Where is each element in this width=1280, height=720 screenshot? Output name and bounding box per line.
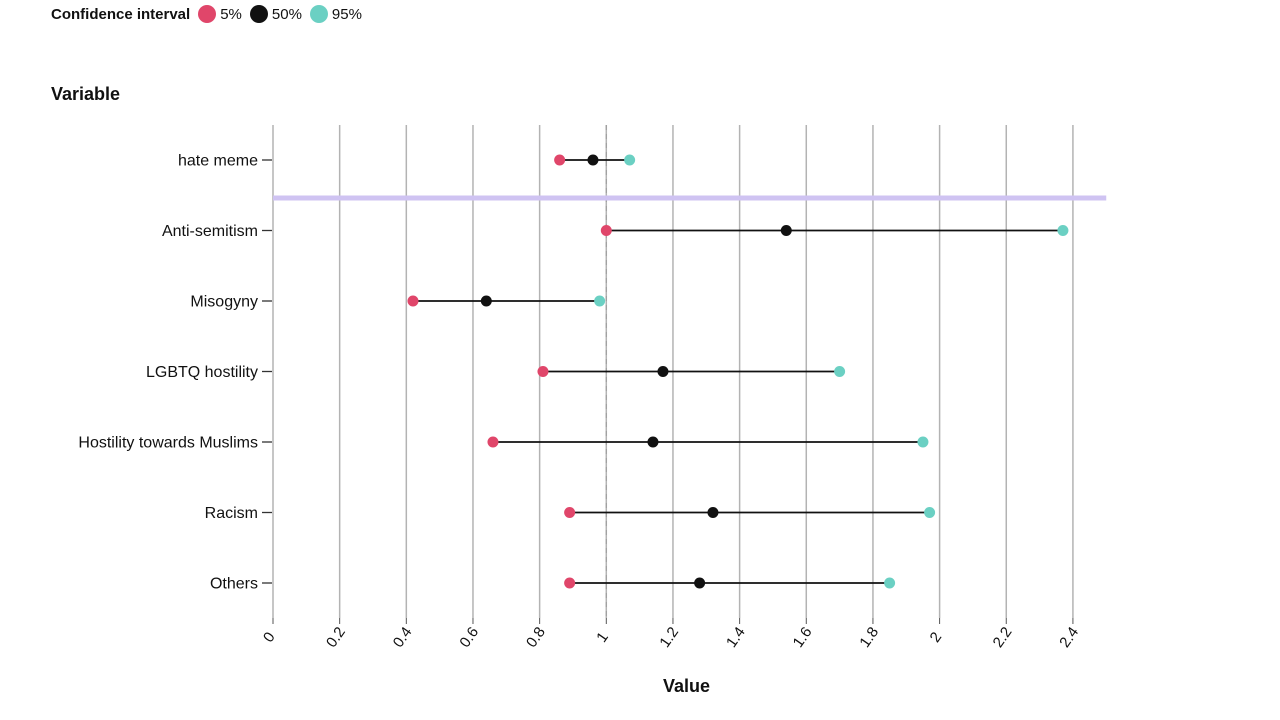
x-tick-label: 0 bbox=[260, 629, 279, 646]
legend-label-95: 95% bbox=[331, 5, 362, 23]
category-label: hate meme bbox=[178, 153, 258, 170]
point-95 bbox=[884, 577, 896, 589]
x-tick-label: 2.4 bbox=[1056, 624, 1082, 651]
x-tick-label: 0.4 bbox=[390, 624, 416, 651]
point-50 bbox=[480, 295, 492, 307]
x-tick-label: 2 bbox=[927, 629, 946, 646]
y-axis-title: Variable bbox=[51, 84, 121, 104]
legend-label-5: 5% bbox=[220, 5, 242, 23]
point-5 bbox=[554, 154, 566, 166]
point-95 bbox=[834, 366, 846, 377]
legend-swatch-50 bbox=[249, 5, 268, 23]
point-50 bbox=[587, 154, 599, 166]
legend-item-5: 5% bbox=[198, 5, 242, 23]
point-5 bbox=[564, 577, 576, 589]
point-50 bbox=[647, 436, 659, 448]
point-5 bbox=[407, 295, 419, 307]
legend-label-50: 50% bbox=[271, 5, 302, 23]
legend: Confidence interval 5% 50% 95% bbox=[51, 3, 370, 25]
category-label: Racism bbox=[205, 505, 258, 522]
category-label: Hostility towards Muslims bbox=[78, 435, 258, 452]
legend-swatch-5 bbox=[198, 5, 217, 23]
x-tick-label: 1 bbox=[593, 629, 612, 646]
category-label: Others bbox=[210, 576, 258, 593]
point-50 bbox=[707, 507, 719, 518]
x-tick-label: 0.8 bbox=[523, 624, 549, 651]
point-5 bbox=[564, 507, 576, 518]
point-5 bbox=[537, 366, 549, 377]
x-tick-label: 2.2 bbox=[990, 624, 1016, 651]
point-95 bbox=[917, 436, 929, 448]
x-tick-label: 1.6 bbox=[790, 624, 816, 651]
category-label: Misogyny bbox=[190, 294, 258, 311]
legend-swatch-95 bbox=[309, 5, 328, 23]
category-label: LGBTQ hostility bbox=[146, 364, 258, 381]
point-95 bbox=[594, 295, 606, 307]
legend-item-50: 50% bbox=[249, 5, 302, 23]
x-axis-title: Value bbox=[663, 676, 711, 696]
x-tick-label: 1.8 bbox=[856, 624, 882, 651]
point-50 bbox=[694, 577, 706, 589]
point-50 bbox=[780, 225, 792, 236]
legend-item-95: 95% bbox=[309, 5, 362, 23]
x-tick-label: 0.2 bbox=[323, 624, 349, 651]
legend-title: Confidence interval bbox=[51, 5, 191, 23]
x-tick-label: 1.4 bbox=[723, 624, 749, 651]
point-95 bbox=[624, 154, 636, 166]
x-tick-label: 0.6 bbox=[456, 624, 482, 651]
x-tick-label: 1.2 bbox=[656, 624, 682, 651]
category-label: Anti-semitism bbox=[162, 223, 258, 240]
point-50 bbox=[657, 366, 669, 377]
point-5 bbox=[600, 225, 612, 236]
point-95 bbox=[1057, 225, 1069, 236]
point-5 bbox=[487, 436, 499, 448]
point-95 bbox=[924, 507, 936, 518]
